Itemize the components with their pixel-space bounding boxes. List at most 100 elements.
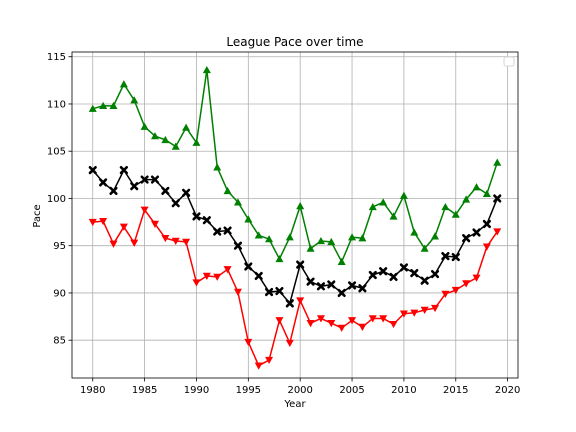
data-point bbox=[140, 175, 149, 184]
data-point bbox=[223, 186, 232, 195]
data-point bbox=[192, 212, 201, 221]
y-tick-label: 105 bbox=[47, 147, 66, 158]
data-point bbox=[482, 243, 491, 251]
data-point bbox=[472, 183, 481, 191]
y-tick-label: 85 bbox=[53, 336, 66, 347]
data-point bbox=[254, 271, 263, 281]
data-point bbox=[472, 228, 481, 237]
x-axis-label: Year bbox=[283, 399, 306, 410]
data-point bbox=[368, 202, 377, 211]
data-point bbox=[109, 186, 118, 196]
data-point bbox=[161, 135, 170, 144]
series-2-line bbox=[92, 169, 498, 305]
data-point bbox=[441, 202, 450, 211]
data-point bbox=[171, 142, 180, 150]
data-point bbox=[223, 226, 232, 235]
data-point bbox=[88, 218, 97, 227]
data-point bbox=[316, 315, 325, 323]
data-point bbox=[389, 212, 398, 220]
data-point bbox=[150, 175, 160, 184]
data-point bbox=[244, 338, 253, 347]
data-point bbox=[420, 276, 429, 285]
data-point bbox=[109, 240, 118, 248]
data-point bbox=[182, 238, 191, 246]
data-point bbox=[462, 234, 471, 243]
data-point bbox=[182, 123, 191, 131]
data-point bbox=[213, 273, 222, 281]
x-tick-label: 1990 bbox=[184, 385, 209, 396]
data-point bbox=[140, 206, 149, 214]
x-tick-label: 2005 bbox=[339, 385, 364, 396]
data-point bbox=[399, 310, 408, 318]
y-tick-label: 115 bbox=[47, 52, 66, 63]
series-1-line bbox=[92, 69, 498, 263]
data-point bbox=[88, 166, 97, 175]
data-point bbox=[431, 232, 440, 240]
data-point bbox=[130, 96, 139, 104]
data-point bbox=[254, 362, 263, 370]
data-point bbox=[441, 290, 450, 298]
data-point bbox=[348, 233, 357, 241]
data-point bbox=[233, 241, 243, 250]
data-point bbox=[213, 163, 222, 171]
y-tick-label: 100 bbox=[47, 194, 66, 205]
data-point bbox=[482, 189, 491, 197]
data-point bbox=[441, 252, 450, 261]
data-point bbox=[161, 186, 170, 196]
data-point bbox=[389, 272, 398, 281]
chart-title: League Pace over time bbox=[226, 35, 363, 49]
y-tick-label: 110 bbox=[47, 99, 66, 110]
data-point bbox=[358, 284, 367, 293]
data-point bbox=[379, 315, 388, 323]
data-point bbox=[379, 198, 388, 206]
legend bbox=[503, 56, 515, 67]
data-point bbox=[431, 304, 440, 313]
data-point bbox=[244, 215, 253, 223]
data-point bbox=[451, 210, 460, 218]
x-tick-label: 1985 bbox=[132, 385, 157, 396]
data-point bbox=[306, 277, 315, 286]
data-point bbox=[88, 104, 97, 112]
data-point bbox=[410, 309, 419, 317]
data-point bbox=[399, 191, 408, 199]
data-point bbox=[192, 138, 201, 146]
data-point bbox=[275, 254, 284, 263]
data-point bbox=[337, 288, 346, 298]
series-3 bbox=[88, 206, 502, 370]
x-tick-label: 2020 bbox=[495, 385, 520, 396]
series-1 bbox=[88, 65, 502, 265]
data-point bbox=[233, 288, 242, 297]
x-axis-ticks: 1980 1985 1990 1995 2000 2005 2010 2015 2020 bbox=[80, 378, 520, 396]
x-tick-label: 2015 bbox=[443, 385, 468, 396]
data-point bbox=[285, 233, 294, 241]
data-point bbox=[213, 227, 222, 236]
data-point bbox=[462, 280, 471, 288]
data-point bbox=[493, 158, 502, 166]
data-point bbox=[451, 252, 460, 262]
y-axis-label: Pace bbox=[32, 204, 43, 227]
data-point bbox=[202, 65, 211, 74]
data-point bbox=[202, 272, 211, 280]
data-point bbox=[275, 317, 284, 325]
data-point bbox=[306, 244, 315, 252]
data-point bbox=[192, 279, 201, 287]
data-point bbox=[171, 199, 180, 208]
data-point bbox=[181, 188, 191, 197]
series-layer bbox=[88, 65, 502, 370]
data-point bbox=[472, 274, 481, 282]
data-point bbox=[337, 257, 346, 265]
data-point bbox=[223, 266, 232, 274]
data-point bbox=[285, 339, 294, 348]
data-point bbox=[244, 262, 253, 271]
data-point bbox=[347, 281, 357, 290]
data-point bbox=[99, 217, 108, 226]
data-point bbox=[493, 194, 502, 203]
data-point bbox=[119, 223, 128, 231]
data-point bbox=[368, 270, 377, 280]
data-point bbox=[296, 202, 305, 210]
data-point bbox=[161, 234, 170, 243]
x-tick-label: 2000 bbox=[287, 385, 312, 396]
data-point bbox=[119, 80, 128, 88]
data-point bbox=[296, 297, 305, 305]
